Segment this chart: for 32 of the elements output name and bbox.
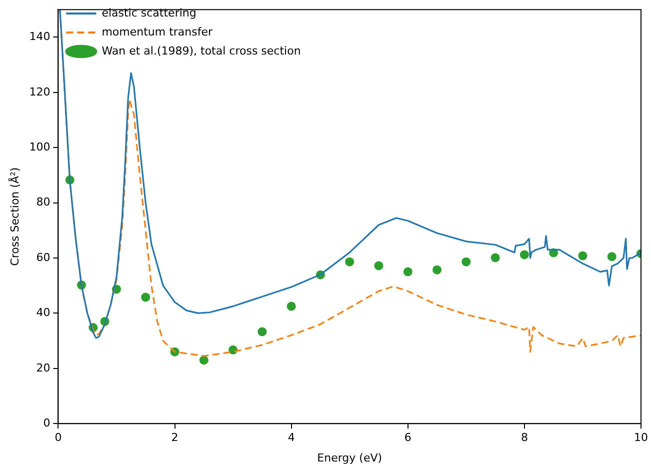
y-tick-label: 0 [43,416,50,430]
point [258,327,267,336]
y-axis-title: Cross Section (Å²) [7,167,22,266]
point [607,252,616,262]
point [520,250,529,260]
point [199,356,208,365]
point [374,261,384,270]
point [462,257,471,266]
x-tick-label: 2 [171,431,178,444]
point [403,267,412,276]
x-tick-label: 8 [520,431,528,444]
legend-label: momentum transfer [102,25,214,38]
y-tick-label: 80 [36,196,50,209]
y-tick-label: 60 [36,250,50,264]
x-tick-label: 0 [54,431,62,444]
x-axis-title: Energy (eV) [317,451,382,464]
point [286,302,296,311]
y-tick-label: 140 [29,30,50,44]
x-tick-label: 6 [404,431,412,444]
x-tick-label: 10 [634,431,648,444]
point [345,257,354,266]
y-tick-label: 40 [36,306,50,320]
legend-label: Wan et al.(1989), total cross section [102,44,301,58]
x-tick-label: 4 [288,431,295,444]
point [141,292,150,302]
y-tick-label: 100 [29,140,50,154]
point [432,265,442,274]
point [578,251,588,260]
y-tick-label: 120 [29,85,50,98]
y-tick-label: 20 [36,361,50,374]
point [490,253,500,262]
legend-label: elastic scattering [102,6,196,20]
